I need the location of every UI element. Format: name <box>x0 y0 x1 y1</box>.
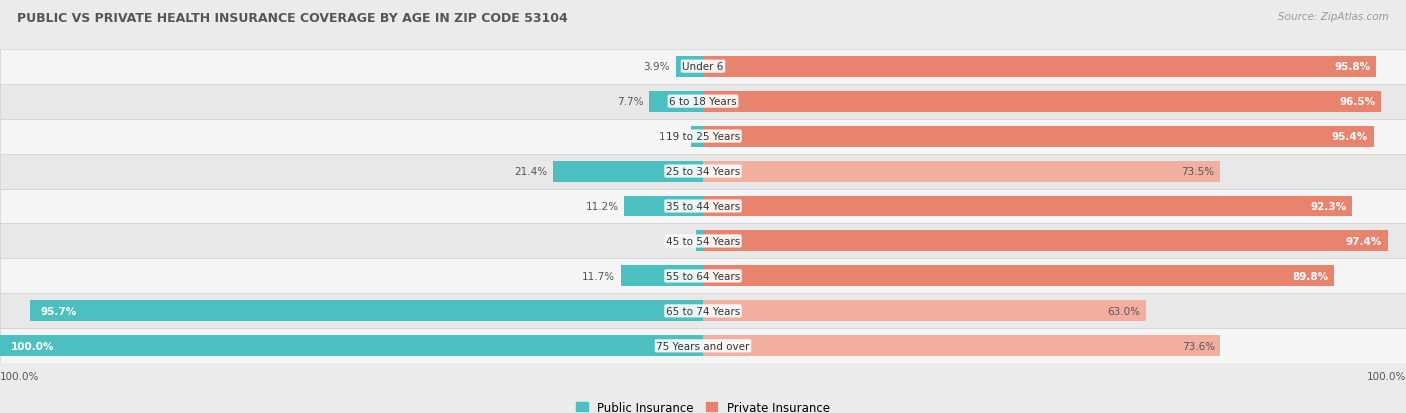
Bar <box>621 266 703 287</box>
Text: Under 6: Under 6 <box>682 62 724 72</box>
Text: 92.3%: 92.3% <box>1310 202 1347 211</box>
Legend: Public Insurance, Private Insurance: Public Insurance, Private Insurance <box>576 401 830 413</box>
Text: 100.0%: 100.0% <box>0 371 39 381</box>
Text: 11.2%: 11.2% <box>585 202 619 211</box>
Bar <box>650 91 703 112</box>
Text: 3.9%: 3.9% <box>644 62 669 72</box>
Bar <box>692 126 703 147</box>
Bar <box>0 294 1406 329</box>
Text: 100.0%: 100.0% <box>10 341 53 351</box>
Text: 95.7%: 95.7% <box>41 306 77 316</box>
Text: 55 to 64 Years: 55 to 64 Years <box>666 271 740 281</box>
Text: 19 to 25 Years: 19 to 25 Years <box>666 132 740 142</box>
Bar <box>624 196 703 217</box>
Text: 6 to 18 Years: 6 to 18 Years <box>669 97 737 107</box>
Bar <box>703 161 1219 182</box>
Text: 7.7%: 7.7% <box>617 97 644 107</box>
Text: Source: ZipAtlas.com: Source: ZipAtlas.com <box>1278 12 1389 22</box>
Text: 11.7%: 11.7% <box>582 271 616 281</box>
Bar <box>0 84 1406 119</box>
Bar <box>0 50 1406 84</box>
Bar <box>703 91 1381 112</box>
Bar <box>703 266 1334 287</box>
Text: 97.4%: 97.4% <box>1346 236 1382 247</box>
Text: 75 Years and over: 75 Years and over <box>657 341 749 351</box>
Text: 25 to 34 Years: 25 to 34 Years <box>666 166 740 177</box>
Text: 96.5%: 96.5% <box>1340 97 1376 107</box>
Bar <box>0 154 1406 189</box>
Text: 73.5%: 73.5% <box>1181 166 1215 177</box>
Text: 35 to 44 Years: 35 to 44 Years <box>666 202 740 211</box>
Text: 89.8%: 89.8% <box>1292 271 1329 281</box>
Bar <box>0 224 1406 259</box>
Text: 1.7%: 1.7% <box>659 132 686 142</box>
Text: 100.0%: 100.0% <box>1367 371 1406 381</box>
Bar <box>0 335 703 356</box>
Bar <box>703 196 1353 217</box>
Text: 63.0%: 63.0% <box>1108 306 1140 316</box>
Bar <box>0 189 1406 224</box>
Bar <box>703 301 1146 322</box>
Bar <box>703 57 1376 78</box>
Bar <box>0 329 1406 363</box>
Text: 65 to 74 Years: 65 to 74 Years <box>666 306 740 316</box>
Text: 45 to 54 Years: 45 to 54 Years <box>666 236 740 247</box>
Bar <box>0 119 1406 154</box>
Text: 95.8%: 95.8% <box>1334 62 1371 72</box>
Text: 1.0%: 1.0% <box>664 236 690 247</box>
Bar <box>30 301 703 322</box>
Bar <box>675 57 703 78</box>
Text: 73.6%: 73.6% <box>1181 341 1215 351</box>
Text: 95.4%: 95.4% <box>1331 132 1368 142</box>
Bar <box>0 259 1406 294</box>
Bar <box>703 126 1374 147</box>
Bar <box>553 161 703 182</box>
Text: PUBLIC VS PRIVATE HEALTH INSURANCE COVERAGE BY AGE IN ZIP CODE 53104: PUBLIC VS PRIVATE HEALTH INSURANCE COVER… <box>17 12 568 25</box>
Bar <box>703 335 1220 356</box>
Bar <box>703 231 1388 252</box>
Text: 21.4%: 21.4% <box>513 166 547 177</box>
Bar <box>696 231 703 252</box>
